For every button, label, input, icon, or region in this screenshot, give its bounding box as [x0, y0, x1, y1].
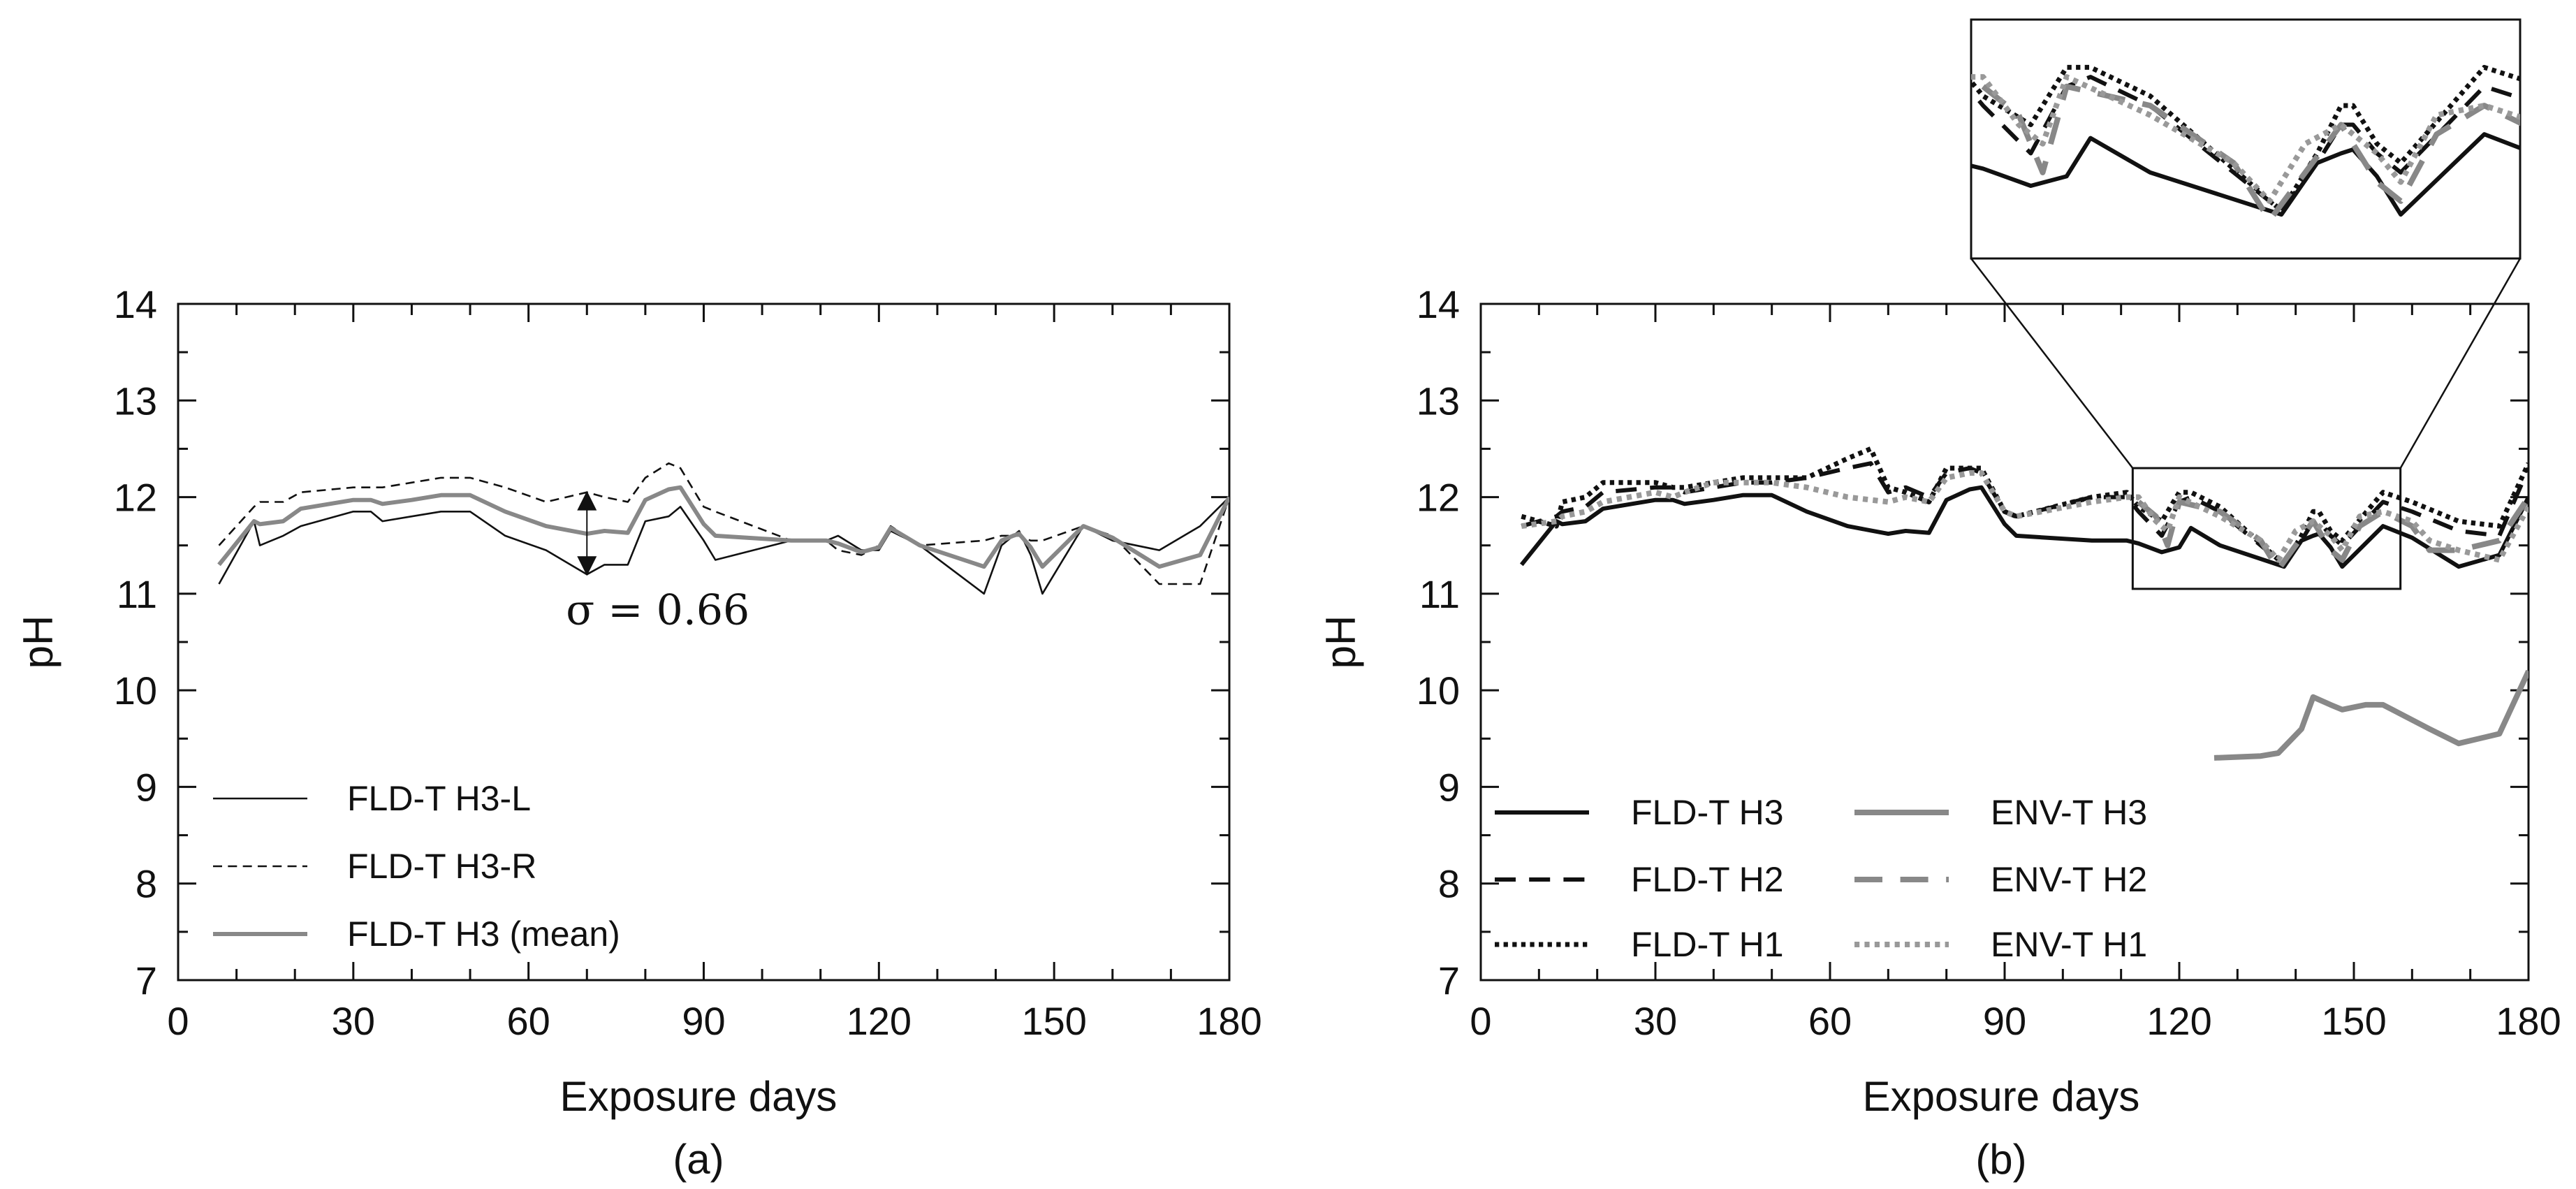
x-tick-label: 0 [167, 999, 189, 1043]
series-line-fld-t-h3-mean [217, 485, 1229, 569]
x-tick-label: 120 [2146, 999, 2211, 1043]
series-line-env-t-h1 [1521, 470, 2529, 563]
legend-label: ENV-T H1 [1991, 925, 2147, 964]
y-tick-label: 13 [114, 379, 157, 423]
inset-series-line-env-t-h1 [1971, 74, 2520, 204]
y-tick-label: 9 [1438, 765, 1460, 809]
x-tick-label: 0 [1470, 999, 1491, 1043]
x-axis-title: Exposure days [1863, 1073, 2140, 1120]
x-tick-label: 60 [507, 999, 550, 1043]
x-axis-title: Exposure days [560, 1073, 837, 1120]
x-tick-label: 180 [1196, 999, 1261, 1043]
y-tick-label: 7 [1438, 958, 1460, 1002]
y-tick-label: 9 [136, 765, 157, 809]
y-tick-label: 12 [114, 476, 157, 520]
inset-series-line-env-t-h2 [1981, 83, 2520, 224]
annotation: σ = 0.66 [566, 490, 749, 634]
x-tick-label: 30 [332, 999, 375, 1043]
y-tick-label: 10 [114, 669, 157, 713]
series-line-env-t-h3 [2213, 669, 2529, 761]
plot-area [1519, 446, 2529, 761]
x-tick-label: 150 [1021, 999, 1086, 1043]
x-tick-label: 120 [847, 999, 912, 1043]
panel-a: 0 30 60 90 120 150 180 7 8 9 10 11 12 13 14 Exposure da… [15, 282, 1262, 1183]
y-tick-label: 10 [1417, 669, 1460, 713]
annotation-arrow-head-up [577, 490, 597, 511]
annotation-label: σ = 0.66 [566, 585, 749, 634]
legend-label: FLD-T H3-L [347, 779, 531, 818]
zoom-region-box [2131, 467, 2402, 590]
legend: FLD-T H3-L FLD-T H3-R FLD-T H3 (mean) [213, 779, 620, 954]
x-tick-label: 60 [1808, 999, 1852, 1043]
x-tick-label: 150 [2321, 999, 2386, 1043]
panel-b: 0 30 60 90 120 150 180 7 8 9 10 11 12 13 14 Exposure da… [1317, 18, 2576, 1183]
series-line-env-t-h2 [2137, 495, 2529, 573]
y-axis-title: pH [1317, 615, 1364, 669]
legend-label: FLD-T H2 [1631, 860, 1784, 899]
panel-caption: (a) [673, 1136, 724, 1183]
inset-frame [1970, 18, 2522, 260]
plot-area [217, 462, 1229, 595]
series-line-fld-t-h1 [1521, 446, 2529, 567]
y-tick-label: 8 [136, 862, 157, 906]
y-tick-label: 14 [1417, 282, 1460, 326]
x-tick-label: 180 [2496, 999, 2561, 1043]
inset-series-line-env-t-h3 [2138, 421, 2576, 593]
inset-plot-area [1971, 64, 2576, 593]
y-tick-label: 11 [1419, 572, 1460, 616]
y-tick-label: 8 [1438, 862, 1460, 906]
zoom-connector-left [1970, 258, 2134, 469]
y-axis-title: pH [15, 615, 61, 669]
y-tick-label: 7 [136, 958, 157, 1002]
legend: FLD-T H3 FLD-T H2 FLD-T H1 ENV-T H3 ENV-T H2… [1495, 793, 2147, 964]
legend-label: FLD-T H3 [1631, 793, 1784, 832]
y-tick-label: 11 [117, 572, 157, 616]
x-tick-label: 90 [1983, 999, 2026, 1043]
y-tick-label: 12 [1417, 476, 1460, 520]
y-tick-label: 14 [114, 282, 157, 326]
y-tick-label: 13 [1417, 379, 1460, 423]
zoom-connector-right [2399, 258, 2522, 469]
x-tick-label: 90 [682, 999, 725, 1043]
inset-zoom [1970, 18, 2576, 593]
x-tick-label: 30 [1634, 999, 1677, 1043]
legend-label: ENV-T H3 [1991, 793, 2147, 832]
legend-label: FLD-T H1 [1631, 925, 1784, 964]
annotation-arrow-head-down [577, 556, 597, 576]
legend-label: FLD-T H3 (mean) [347, 914, 620, 954]
series-line-fld-t-h3 [1519, 485, 2529, 569]
legend-label: FLD-T H3-R [347, 847, 536, 886]
series-line-fld-t-h3-l [218, 496, 1229, 595]
legend-label: ENV-T H2 [1991, 860, 2147, 899]
series-line-fld-t-h3-r [218, 462, 1229, 585]
plot-frame [177, 302, 1231, 982]
panel-caption: (b) [1975, 1136, 2026, 1183]
